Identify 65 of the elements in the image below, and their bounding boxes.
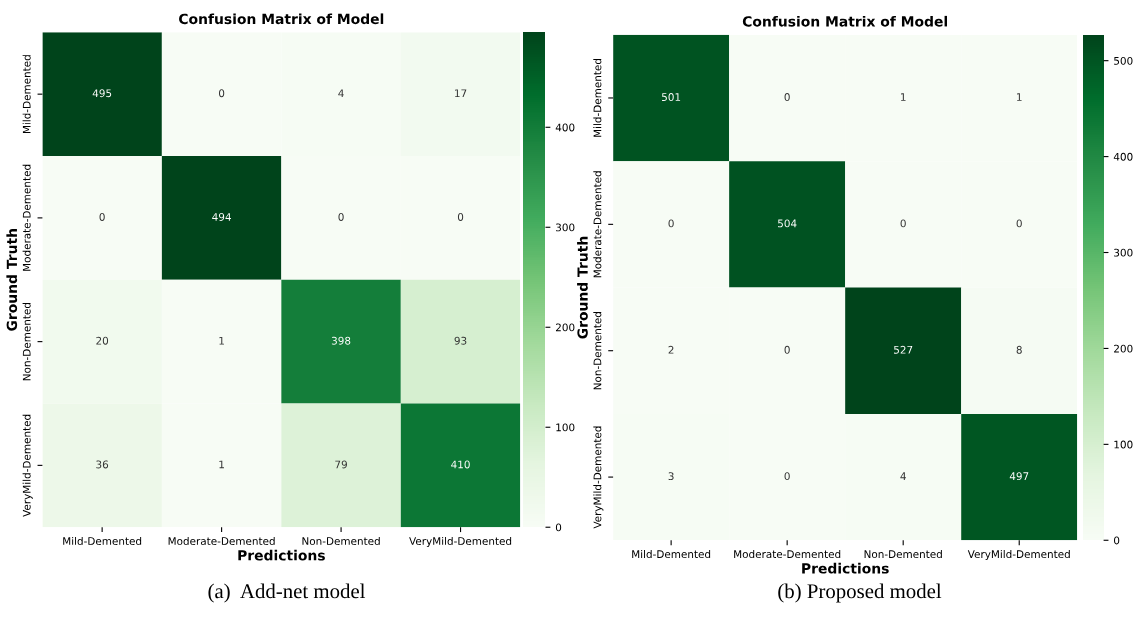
- data-label: 0: [900, 219, 906, 228]
- data-label: 504: [778, 219, 797, 228]
- x-tick-label: Non-Demented: [302, 536, 380, 546]
- x-tick-label: VeryMild-Demented: [409, 536, 512, 548]
- data-label: 4: [338, 89, 344, 98]
- color-bar-label: 200: [555, 323, 575, 332]
- data-label: 4: [900, 472, 906, 480]
- data-label: 0: [1016, 219, 1022, 228]
- color-bar-label: 400: [1113, 152, 1133, 161]
- y-tick-label: Non-Demented: [593, 312, 602, 390]
- color-bar-label: 200: [1114, 344, 1133, 353]
- data-label: 495: [92, 89, 112, 98]
- data-label: 0: [218, 89, 225, 98]
- data-label: 0: [99, 213, 105, 221]
- data-label: 0: [668, 219, 674, 228]
- data-label: 2: [668, 345, 674, 354]
- color-bar-label: 0: [555, 523, 562, 532]
- data-label: 0: [457, 213, 464, 221]
- y-tick-label: Mild-Demented: [593, 58, 602, 137]
- y-tick-label: Moderate-Demented: [22, 164, 31, 271]
- data-label: 1: [1017, 93, 1022, 101]
- data-label: 17: [455, 89, 467, 98]
- text: (b) Proposed model: [778, 583, 942, 603]
- data-label: 1: [219, 460, 224, 469]
- x-axis-title: Predictions: [238, 549, 325, 561]
- data-label: 79: [335, 460, 347, 469]
- data-label: 497: [1009, 472, 1029, 481]
- data-label: 3: [668, 472, 674, 481]
- data-label: 494: [212, 213, 231, 221]
- chart-title: Confusion Matrix of Model: [179, 13, 384, 25]
- y-axis-title: Ground Truth: [6, 229, 18, 331]
- x-tick-label: Mild-Demented: [632, 549, 711, 559]
- data-label: 20: [96, 336, 109, 345]
- data-label: 1: [219, 336, 224, 345]
- y-tick-label: Non-Demented: [22, 302, 31, 381]
- data-label: 8: [1016, 345, 1022, 354]
- data-label: 1: [901, 93, 906, 101]
- data-label: 398: [331, 336, 351, 345]
- x-tick-label: Non-Demented: [864, 549, 942, 559]
- color-bar-label: 500: [1114, 56, 1133, 65]
- color-bar-label: 100: [556, 423, 575, 432]
- x-tick-label: Moderate-Demented: [168, 536, 275, 546]
- x-tick-label: Moderate-Demented: [734, 549, 841, 559]
- text: (a) Add-net model: [208, 583, 366, 603]
- data-label: 0: [784, 472, 790, 481]
- color-bar-label: 300: [556, 223, 575, 232]
- data-label: 501: [661, 93, 681, 101]
- chart-title: Confusion Matrix of Model: [742, 15, 947, 27]
- data-label: 0: [784, 345, 790, 354]
- y-tick-label: Mild-Demented: [22, 55, 31, 134]
- color-bar-label: 400: [555, 123, 575, 132]
- data-label: 36: [96, 460, 109, 469]
- x-tick-label: Mild-Demented: [63, 536, 142, 546]
- data-label: 527: [894, 345, 913, 354]
- data-label: 0: [338, 213, 344, 221]
- color-bar-label: 0: [1114, 536, 1120, 545]
- y-axis-title: Ground Truth: [577, 236, 588, 339]
- x-tick-label: VeryMild-Demented: [967, 549, 1070, 561]
- data-label: 93: [454, 336, 467, 345]
- data-label: 410: [451, 460, 470, 469]
- color-bar-label: 300: [1114, 248, 1133, 257]
- color-bar-label: 100: [1114, 440, 1133, 449]
- y-tick-label: Moderate-Demented: [593, 171, 602, 278]
- x-axis-title: Predictions: [802, 562, 889, 574]
- data-label: 0: [784, 93, 790, 101]
